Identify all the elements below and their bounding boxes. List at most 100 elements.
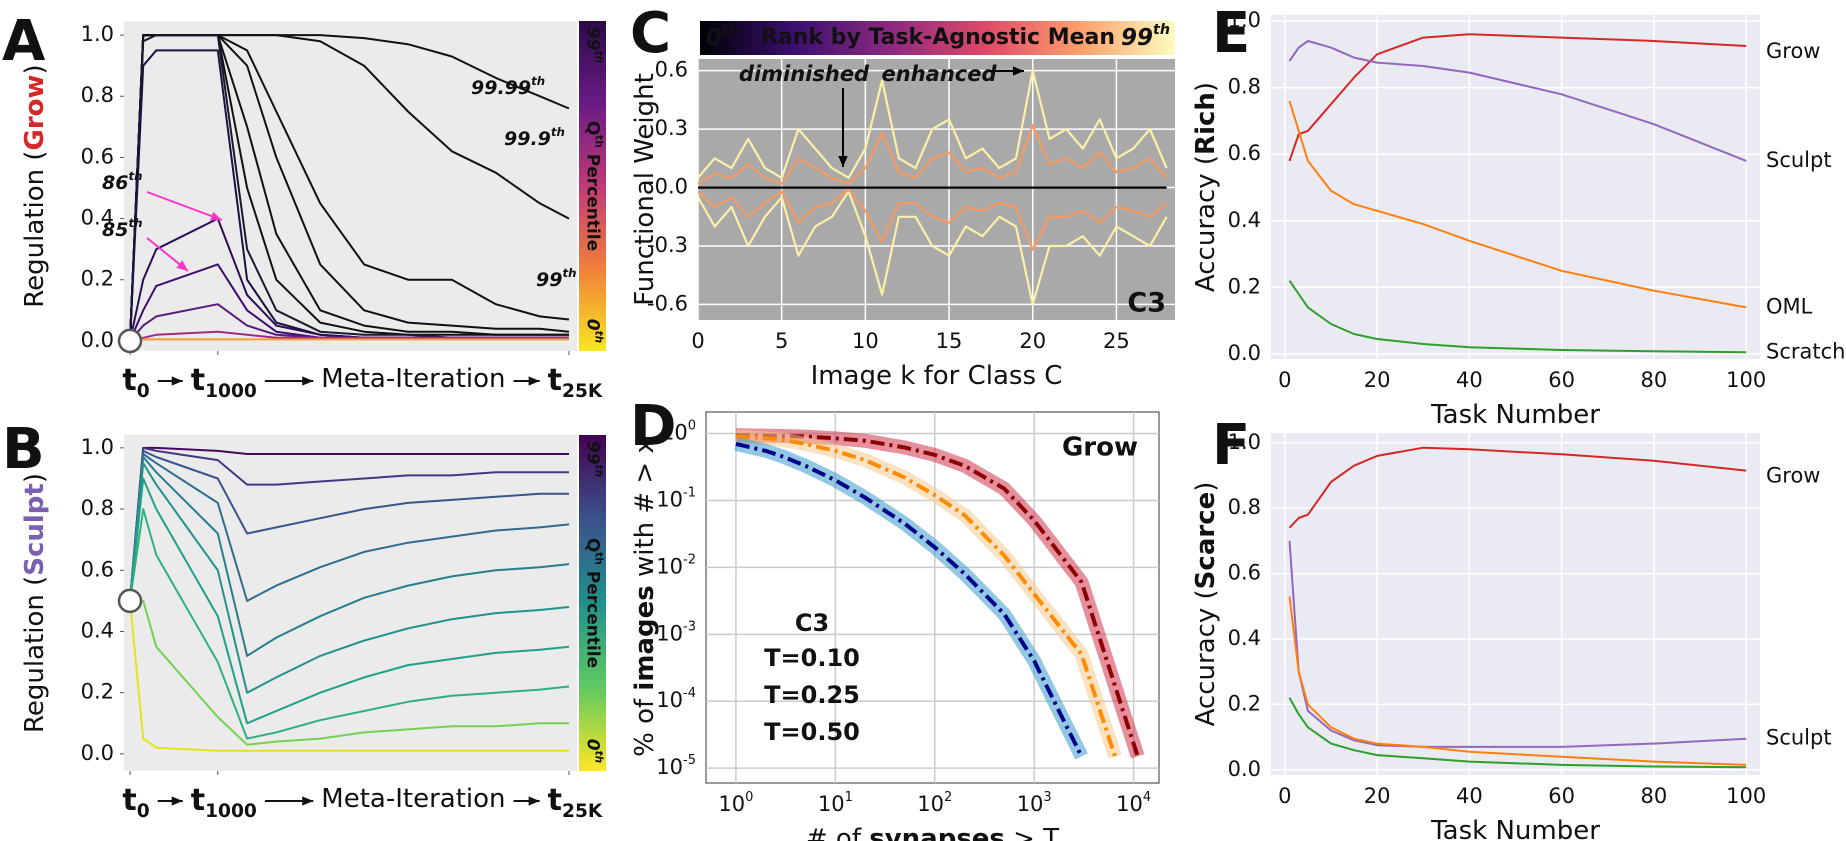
y-axis-label: Accuracy (Rich) [1191, 82, 1221, 292]
y-tick-label-part: 10 [656, 621, 683, 645]
colorbar-label-part: th [593, 135, 605, 148]
annotation: C3 [1127, 288, 1166, 319]
start-marker [117, 588, 143, 614]
panel-letter: C [630, 1, 671, 66]
y-axis-label: Regulation (Grow) [20, 64, 50, 307]
x-tick-label: 101 [818, 790, 853, 816]
y-tick-label: 0.0 [81, 328, 114, 352]
x-tick-label: 100 [1726, 368, 1766, 392]
y-tick-label: 0.2 [81, 267, 114, 291]
plot-background [1271, 15, 1760, 359]
x-axis-label: # of synapses > T [806, 824, 1059, 841]
y-tick-label-part: 1.0 [81, 22, 114, 46]
legend-entry: T=0.10 [764, 644, 860, 672]
y-tick-label-part: 10 [656, 688, 683, 712]
colorbar-right: 99th [1121, 22, 1170, 51]
y-tick-label: 0.6 [1228, 561, 1261, 585]
y-tick-label: 0.6 [81, 144, 114, 168]
arrow-head [302, 376, 314, 386]
series-label: OML [1766, 294, 1813, 318]
colorbar-top-part: th [593, 465, 605, 478]
y-tick-label-part: 0.0 [655, 175, 688, 199]
y-tick-label: 1.0 [1228, 430, 1261, 454]
colorbar [700, 21, 1175, 55]
series-line [129, 462, 570, 694]
annotation: 85th [102, 216, 142, 241]
x-tick-label: 40 [1456, 368, 1483, 392]
arrow-head [171, 376, 183, 386]
arrow-head [302, 796, 314, 806]
x-tick-label: 100 [718, 790, 753, 816]
annotation-part: th [128, 216, 142, 230]
y-tick-label: 10-4 [656, 686, 696, 712]
y-tick-label-part: 0 [688, 419, 696, 434]
legend-entry: T=0.25 [764, 681, 860, 709]
arrow-head [1012, 66, 1024, 76]
colorbar-label-part: Percentile [583, 148, 603, 251]
y-tick-label-part: 0.8 [1228, 75, 1261, 99]
series-line [698, 69, 1168, 179]
y-axis-label-part: Regulation ( [20, 150, 50, 307]
y-tick-label: 0.2 [1228, 691, 1261, 715]
y-tick-label: 1.0 [1228, 8, 1261, 32]
y-tick-label: -0.6 [647, 291, 688, 315]
x-axis-label-part: Task Number [1430, 400, 1600, 430]
x-tick-label-part: t [191, 783, 205, 818]
series-line [1288, 697, 1747, 769]
x-tick-label: 40 [1456, 784, 1483, 808]
annotation-part: th [551, 125, 565, 139]
annotation-part: th [531, 74, 545, 88]
x-tick-label-part: 10 [917, 792, 944, 816]
y-tick-label: 0.6 [1228, 141, 1261, 165]
colorbar-bottom-part: 0 [583, 739, 603, 751]
x-tick-label-part: 5 [775, 329, 788, 353]
series-line [1288, 540, 1747, 748]
panel-letter-part: A [2, 9, 46, 74]
x-axis-label: Task Number [1430, 816, 1600, 841]
x-tick-label: 104 [1116, 790, 1151, 816]
y-axis-label-part: Accuracy ( [1191, 155, 1221, 292]
y-axis-label-part: images [630, 585, 660, 690]
y-tick-label-part: -1 [683, 485, 696, 500]
x-tick-label-part: 0 [137, 801, 150, 822]
y-tick-label: 10-3 [656, 619, 696, 645]
y-tick-label-part: -3 [683, 619, 696, 634]
y-tick-label: 1.0 [81, 22, 114, 46]
annotation: 99.99th [471, 74, 545, 99]
y-tick-label-part: 0.0 [81, 741, 114, 765]
arrow-head [838, 155, 848, 167]
y-tick-label-part: 0.6 [1228, 561, 1261, 585]
series-line [1288, 100, 1747, 309]
annotation: enhanced [882, 62, 998, 86]
series-line [129, 449, 569, 601]
y-tick-label-part: 0.3 [655, 116, 688, 140]
panel-letter-part: E [1212, 1, 1250, 66]
x-tick-label-part: 4 [1143, 790, 1151, 805]
colorbar-bottom-part: 0 [583, 319, 603, 331]
x-tick-label: 80 [1641, 784, 1668, 808]
colorbar-label-part: Q [583, 121, 603, 135]
series-label: Scratch [1766, 339, 1845, 363]
y-tick-label: 0.4 [81, 618, 114, 642]
y-tick-label-part: 0.0 [81, 328, 114, 352]
y-tick-label: 0.6 [655, 58, 688, 82]
y-axis-label-part: ) [20, 473, 50, 483]
y-tick-label: 0.0 [1228, 341, 1261, 365]
y-tick-label-part: 0.8 [81, 83, 114, 107]
x-tick-label: t0 [122, 783, 149, 823]
colorbar [579, 435, 606, 771]
x-tick-label: 0 [1278, 368, 1291, 392]
y-tick-label-part: 1.0 [1228, 8, 1261, 32]
x-tick-label-part: 0 [691, 329, 704, 353]
arrow-head [171, 796, 183, 806]
annotation: diminished [739, 62, 870, 86]
plot-background [1271, 433, 1760, 775]
x-tick-label-part: 60 [1548, 784, 1575, 808]
x-tick-label-part: 1000 [205, 801, 257, 822]
x-tick-label-part: 15 [936, 329, 963, 353]
x-tick-label: 100 [1726, 784, 1766, 808]
x-tick-label: 60 [1548, 784, 1575, 808]
y-tick-label-part: 0.2 [81, 680, 114, 704]
x-tick-label-part: 20 [1364, 368, 1391, 392]
series-label: Grow [1766, 464, 1820, 488]
